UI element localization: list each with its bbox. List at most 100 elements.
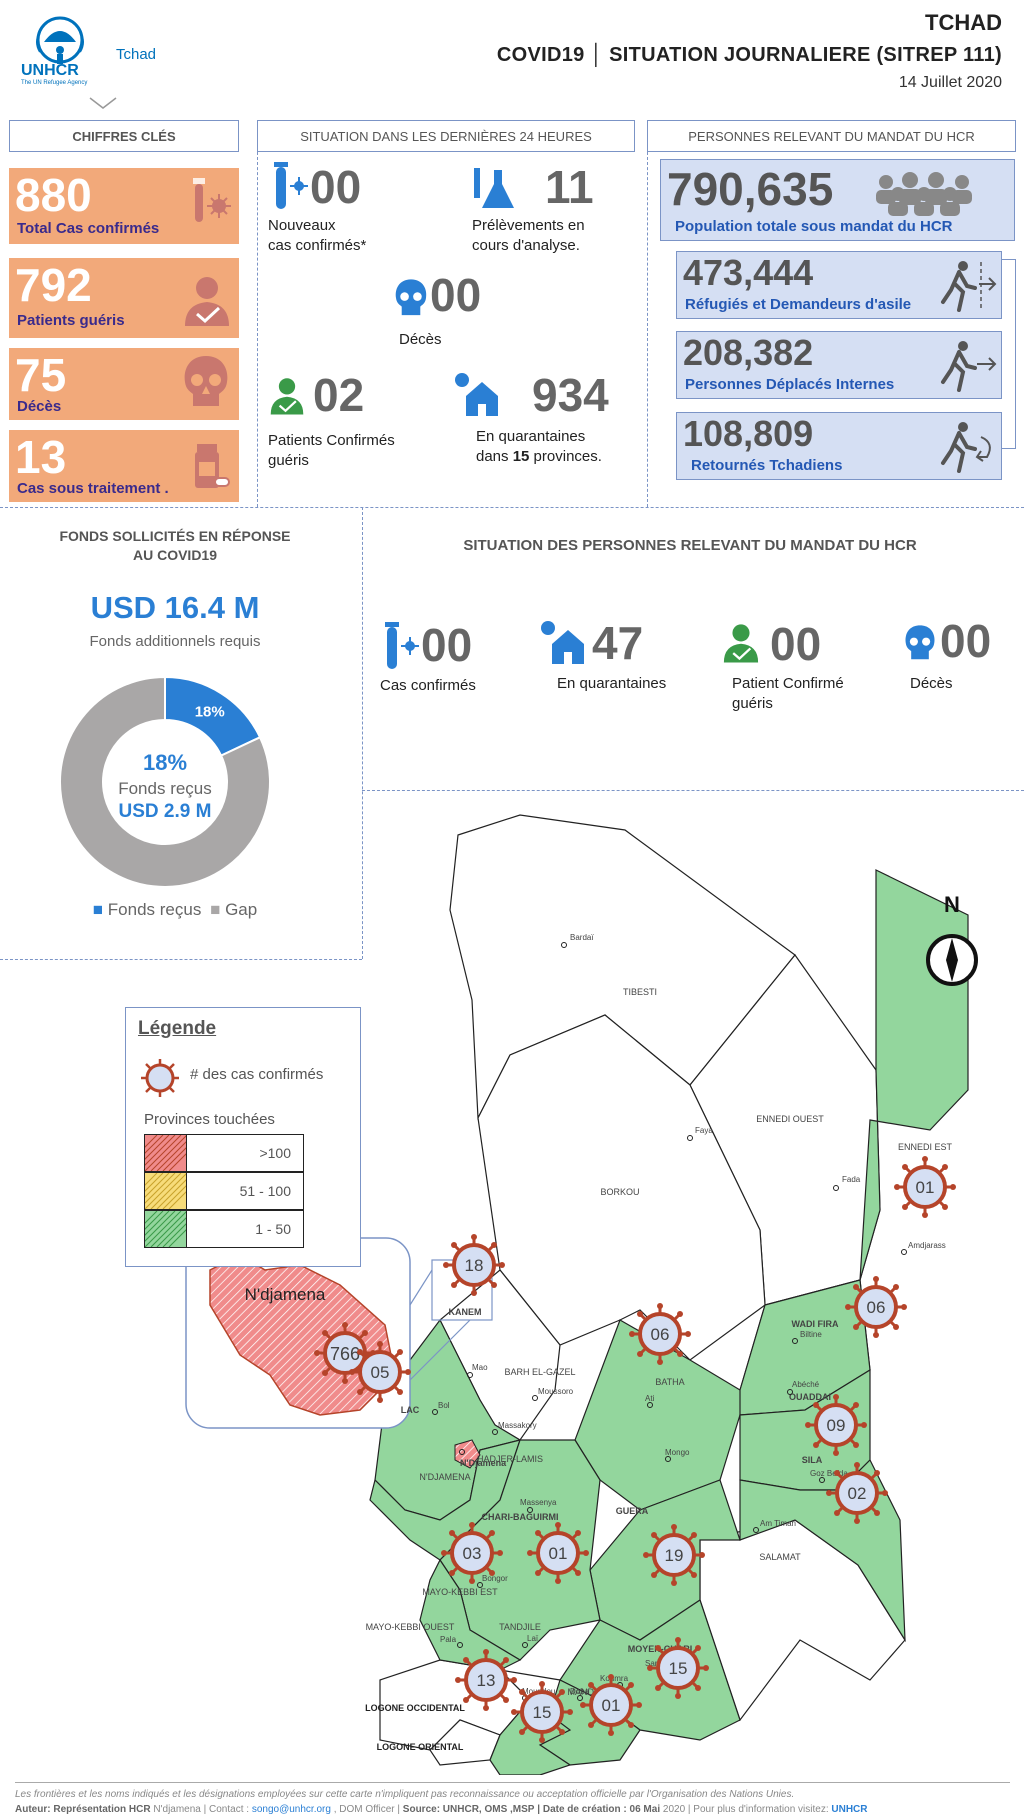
donut-slice-gap (59, 675, 271, 888)
funds-legend: ■ Fonds reçus ■ Gap (20, 900, 330, 920)
label-part: dans (476, 448, 513, 465)
section-key-figures: CHIFFRES CLÉS (9, 120, 239, 152)
kf-value: 75 (15, 349, 67, 401)
person-check-icon (723, 624, 759, 663)
refugees-box: 473,444 Réfugiés et Demandeurs d'asile (676, 251, 1002, 319)
label-line: Patient Confirmé (732, 675, 844, 692)
returnees-label: Retournés Tchadiens (691, 457, 843, 474)
header-date: 14 Juillet 2020 (898, 74, 1002, 91)
footer-rule (15, 1782, 1010, 1783)
kf-label: Patients guéris (17, 312, 125, 329)
town-label: Amdjarass (908, 1241, 946, 1250)
header-title: COVID19 │ SITUATION JOURNALIERE (SITREP … (496, 44, 1002, 66)
town-label: Sarh (645, 1659, 662, 1668)
town-label: Mongo (665, 1448, 690, 1457)
hcr-situation-title: SITUATION DES PERSONNES RELEVANT DU MAND… (463, 537, 917, 554)
footer-created: | Date de création : 06 Mai (537, 1804, 661, 1815)
label-part: provinces. (529, 448, 602, 465)
legend-received: Fonds reçus (107, 900, 202, 919)
test-tube-virus-icon (385, 622, 419, 669)
key-figure-recovered: 792 Patients guéris (9, 258, 239, 338)
person-check-icon (270, 378, 304, 415)
town-markers: Bardaï Faya Fada Amdjarass Biltine Abéch… (432, 933, 946, 1701)
divider (647, 152, 648, 507)
case-count: 15 (533, 1703, 552, 1722)
compass-icon (926, 934, 978, 986)
legend-range: >100 (259, 1145, 291, 1161)
town-label: Ati (645, 1394, 655, 1403)
label-line: guéris (268, 452, 309, 469)
inset-count: 766 (330, 1344, 360, 1364)
total-population-value: 790,635 (667, 163, 834, 215)
funds-title: FONDS SOLLICITÉS EN RÉPONSE AU COVID19 (20, 527, 330, 565)
town-label: Faya (695, 1126, 713, 1135)
quarantine-24h-value: 934 (532, 369, 609, 421)
samples-label: Prélèvements en cours d'analyse. (472, 216, 585, 256)
legend-row-mid: 51 - 100 (144, 1172, 304, 1210)
town-label: Doba (570, 1687, 590, 1696)
legend-marker: ■ (210, 900, 221, 919)
region-label: LOGONE OCCIDENTAL (365, 1703, 465, 1713)
region-label: BORKOU (600, 1187, 639, 1197)
key-figure-total-cases: 880 Total Cas confirmés (9, 168, 239, 244)
inset-label: N'djamena (245, 1285, 326, 1304)
region-label: SALAMAT (759, 1552, 801, 1562)
swatch-green (145, 1211, 187, 1247)
hcr-cases-value: 00 (421, 619, 473, 671)
hcr-cases-label: Cas confirmés (380, 677, 476, 694)
divider (257, 152, 258, 507)
kf-label: Cas sous traitement . (17, 480, 169, 497)
case-count: 09 (827, 1416, 846, 1435)
region-label: KANEM (449, 1307, 482, 1317)
label-line: Patients Confirmés (268, 432, 395, 449)
region-label: HADJER-LAMIS (477, 1454, 543, 1464)
divider (0, 507, 1024, 508)
divider (0, 959, 362, 960)
town-label: Massakory (498, 1421, 537, 1430)
map-legend: Légende # des cas confirmés Provinces to… (125, 1007, 361, 1267)
hcr-deaths-value: 00 (940, 615, 992, 667)
idp-box: 208,382 Personnes Déplacés Internes (676, 331, 1002, 399)
label-line: cours d'analyse. (472, 237, 580, 254)
footer-source: Source: UNHCR, OMS ,MSP (402, 1804, 535, 1815)
hcr-quarantine-value: 47 (592, 617, 644, 669)
case-count: 06 (651, 1325, 670, 1344)
north-label: N (944, 892, 960, 917)
legend-cases-label: # des cas confirmés (190, 1066, 324, 1083)
region-label: N'DJAMENA (419, 1472, 470, 1482)
legend-row-low: 1 - 50 (144, 1210, 304, 1248)
kf-value: 880 (15, 169, 92, 221)
region-ennedi-est (859, 869, 969, 1281)
footer-created-rest: 2020 | Pour plus d'information visitez: (662, 1804, 829, 1815)
region-label: WADI FIRA (792, 1319, 839, 1329)
slice-label: 18% (195, 703, 225, 720)
case-count: 02 (848, 1484, 867, 1503)
total-population-label: Population totale sous mandat du HCR (675, 218, 953, 235)
town-label: Bongor (482, 1574, 508, 1583)
section-mandate: PERSONNES RELEVANT DU MANDAT DU HCR (647, 120, 1016, 152)
region-label: SILA (802, 1455, 823, 1465)
label-part: 15 (512, 448, 530, 465)
town-label: N'Djamena (460, 1458, 507, 1468)
inset-ndjamena-shape (209, 1254, 396, 1416)
funds-donut-chart: 18% 18% Fonds reçus USD 2.9 M (59, 675, 271, 888)
label-line: cas confirmés* (268, 237, 367, 254)
person-return-icon (941, 422, 991, 473)
town-label: Pala (440, 1635, 457, 1644)
org-subtitle: The UN Refugee Agency (21, 80, 88, 86)
skull-icon (184, 356, 228, 406)
footer-site-link[interactable]: UNHCR (831, 1804, 868, 1815)
unhcr-logo (36, 16, 84, 64)
kf-label: Décès (17, 398, 62, 415)
chevron-down-icon (89, 97, 117, 109)
hcr-quarantine-label: En quarantaines (557, 675, 667, 692)
footer-email-link[interactable]: songo@unhcr.org (251, 1804, 331, 1815)
region-label: BATHA (655, 1377, 684, 1387)
people-group-icon (876, 172, 972, 216)
region-label: TANDJILE (499, 1622, 541, 1632)
label-line: dans 15 provinces. (476, 447, 602, 467)
refugees-label: Réfugiés et Demandeurs d'asile (685, 296, 912, 313)
divider (362, 790, 1024, 791)
test-tube-virus-icon (274, 162, 308, 209)
footer-contact-label: N'djamena | Contact : (153, 1804, 250, 1815)
